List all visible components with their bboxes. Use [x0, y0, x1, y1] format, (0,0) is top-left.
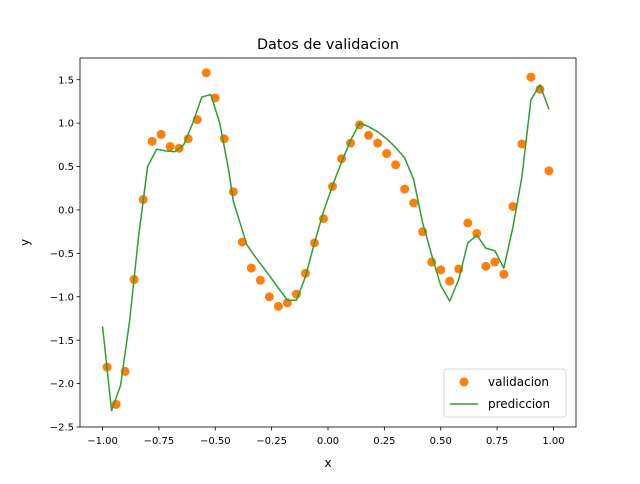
- validacion-point: [273, 301, 283, 311]
- y-tick-label: 1.5: [58, 75, 74, 86]
- validacion-point: [382, 149, 392, 159]
- validacion-point: [147, 136, 157, 146]
- validacion-point: [228, 187, 238, 197]
- validacion-point: [409, 198, 419, 208]
- validacion-point: [544, 166, 554, 176]
- validacion-point: [255, 275, 265, 285]
- x-tick-label: −0.50: [200, 436, 231, 447]
- x-axis-label: x: [324, 456, 331, 470]
- validacion-point: [400, 184, 410, 194]
- validacion-point: [246, 263, 256, 273]
- validacion-point: [156, 129, 166, 139]
- legend-label-prediccion: prediccion: [488, 397, 550, 411]
- validacion-point: [508, 201, 518, 211]
- plot-area: [101, 68, 554, 412]
- validacion-point: [165, 142, 175, 152]
- validacion-point: [391, 160, 401, 170]
- validacion-point: [219, 134, 229, 144]
- validacion-point: [264, 292, 274, 302]
- y-tick-label: −0.5: [50, 249, 74, 260]
- x-tick-label: −1.00: [87, 436, 118, 447]
- x-tick-label: −0.25: [256, 436, 287, 447]
- validacion-point: [481, 261, 491, 271]
- x-tick-label: 0.75: [486, 436, 508, 447]
- validacion-point: [445, 276, 455, 286]
- x-tick-label: 0.50: [430, 436, 452, 447]
- validacion-point: [373, 138, 383, 148]
- y-tick-label: −1.5: [50, 336, 74, 347]
- validacion-point: [463, 218, 473, 228]
- legend-box: [443, 368, 567, 418]
- y-tick-label: −2.5: [50, 423, 74, 434]
- x-tick-label: 0.00: [317, 436, 339, 447]
- y-tick-label: −2.0: [50, 379, 74, 390]
- y-tick-label: −1.0: [50, 292, 74, 303]
- validacion-point: [201, 68, 211, 78]
- prediccion-line: [101, 84, 550, 412]
- validacion-point: [526, 72, 536, 82]
- x-axis: −1.00 −0.75 −0.50 −0.25 0.00 0.25 0.50 0.75 1.00: [87, 427, 565, 447]
- validacion-point: [517, 139, 527, 149]
- y-axis-label: y: [18, 239, 32, 246]
- x-tick-label: 0.25: [373, 436, 395, 447]
- y-tick-label: 0.0: [58, 206, 74, 217]
- y-tick-label: 1.0: [58, 119, 74, 130]
- validacion-point: [490, 257, 500, 267]
- y-axis: −2.5 −2.0 −1.5 −1.0 −0.5 0.0 0.5 1.0 1.5: [50, 75, 80, 434]
- x-tick-label: −0.75: [144, 436, 175, 447]
- validacion-point: [472, 228, 482, 238]
- validacion-point: [499, 269, 509, 279]
- validacion-point: [364, 130, 374, 140]
- validacion-point: [436, 265, 446, 275]
- legend-label-validacion: validacion: [488, 375, 549, 389]
- y-tick-label: 0.5: [58, 162, 74, 173]
- legend-marker-validacion: [459, 377, 469, 387]
- legend: validacion prediccion: [443, 368, 567, 418]
- chart-title: Datos de validacion: [257, 37, 399, 53]
- x-tick-label: 1.00: [542, 436, 564, 447]
